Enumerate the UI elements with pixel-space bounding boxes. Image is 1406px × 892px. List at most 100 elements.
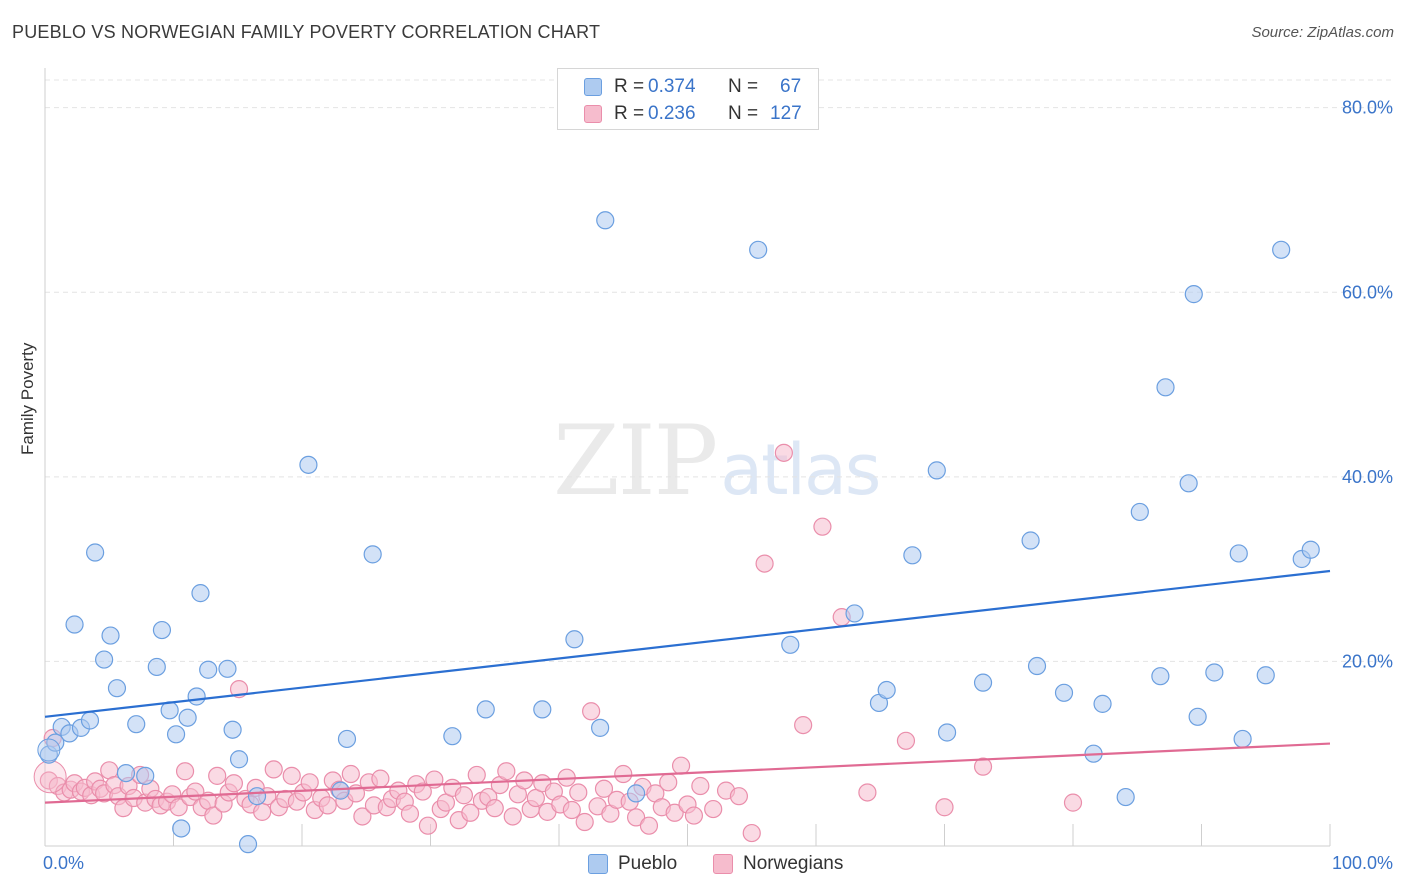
pueblo-point (1229, 544, 1248, 563)
pueblo-point (1130, 502, 1149, 522)
pueblo-point (973, 673, 993, 692)
norwegians-point (224, 774, 243, 793)
pueblo-point (147, 657, 166, 677)
norwegians-point (626, 808, 646, 827)
pueblo-point (218, 659, 237, 678)
pueblo-point (1021, 531, 1040, 550)
norwegians-point (264, 760, 283, 779)
norwegians-cluster-point (33, 760, 67, 794)
pueblo-point (533, 700, 552, 719)
x-tick-label: 100.0% (1332, 853, 1393, 873)
norwegians-point (973, 757, 993, 776)
y-tick-label: 60.0% (1342, 282, 1393, 302)
pueblo-point (781, 635, 800, 654)
bottom-legend-norwegians: Norwegians (713, 852, 843, 876)
pueblo-point (476, 700, 495, 719)
correlation-legend: R = 0.374 N = 67 R = 0.236 N = 127 (557, 68, 819, 130)
pueblo-point (229, 750, 249, 769)
pueblo-point (1301, 540, 1320, 559)
norwegians-point (858, 783, 877, 802)
norwegians-point (467, 765, 486, 785)
pueblo-point (191, 584, 210, 603)
pueblo-point (903, 546, 922, 565)
x-tick-label: 0.0% (43, 853, 84, 873)
norwegians-point (562, 800, 581, 820)
pueblo-point (1027, 656, 1047, 676)
norwegians-trend-line (44, 742, 1331, 804)
pueblo-point (95, 650, 114, 669)
legend-n-value: 67 (780, 76, 802, 97)
norwegians-point (659, 773, 678, 792)
pueblo-point (626, 784, 646, 803)
pueblo-point (1151, 667, 1170, 686)
pueblo-trend-line (44, 569, 1331, 718)
legend-r-value: 0.236 (648, 103, 696, 124)
pueblo-point (107, 679, 127, 698)
pueblo-point (1093, 694, 1112, 713)
pueblo-point (166, 725, 186, 744)
norwegians-point (318, 796, 337, 815)
pueblo-point (337, 729, 357, 749)
pueblo-point (101, 626, 120, 645)
norwegians-point (569, 783, 588, 802)
y-tick-label: 20.0% (1342, 651, 1393, 671)
chart-title: PUEBLO VS NORWEGIAN FAMILY POVERTY CORRE… (12, 22, 601, 42)
pueblo-point (187, 687, 206, 706)
norwegians-point (169, 798, 188, 817)
pueblo-point (845, 604, 864, 623)
grid-lines (45, 79, 1392, 662)
norwegians-point (742, 823, 761, 843)
pueblo-point (363, 545, 382, 564)
legend-r-value: 0.374 (648, 76, 696, 97)
norwegians-point (684, 806, 704, 825)
pueblo-point (1116, 787, 1135, 807)
norwegians-point (935, 798, 954, 817)
pueblo-swatch (584, 78, 602, 96)
norwegians-point (1063, 793, 1083, 812)
norwegians-point (353, 807, 372, 826)
norwegians-point (208, 766, 227, 785)
norwegians-point (671, 756, 691, 775)
trend-lines (44, 569, 1331, 804)
norwegians-point (594, 779, 614, 798)
norwegians-point (400, 804, 420, 823)
norwegians-point (454, 786, 474, 805)
watermark-zip: ZIP (553, 405, 718, 517)
pueblo-point (596, 211, 615, 230)
norwegians-point (371, 769, 390, 788)
pueblo-point (591, 718, 610, 737)
norwegians-point (418, 816, 438, 835)
pueblo-point (749, 240, 768, 259)
norwegians-swatch (584, 105, 602, 123)
pueblo-legend-label: Pueblo (618, 853, 678, 874)
norwegians-legend-swatch (713, 854, 733, 874)
pueblo-point (1179, 474, 1198, 493)
pueblo-point (443, 727, 462, 746)
norwegians-point (582, 702, 601, 721)
legend-row-pueblo: R = 0.374 N = 67 (584, 75, 801, 99)
pueblo-point (1205, 663, 1224, 682)
pueblo-point (1184, 285, 1203, 304)
norwegians-point (813, 517, 832, 536)
pueblo-point (86, 543, 105, 562)
pueblo-point (1272, 240, 1291, 259)
norwegians-legend-label: Norwegians (743, 853, 844, 874)
pueblo-point (238, 835, 258, 854)
norwegians-points (33, 443, 1083, 843)
norwegians-point (639, 816, 659, 835)
pueblo-point (65, 615, 84, 634)
norwegians-point (497, 762, 516, 781)
norwegians-point (341, 764, 360, 784)
norwegians-point (253, 802, 272, 821)
legend-n-value: 127 (770, 103, 802, 124)
watermark-atlas: atlas (720, 429, 881, 511)
legend-row-norwegians: R = 0.236 N = 127 (584, 102, 802, 126)
pueblo-point (565, 630, 584, 649)
pueblo-point (116, 763, 136, 783)
pueblo-cluster-point (37, 738, 61, 762)
pueblo-point (223, 720, 242, 739)
pueblo-point (1256, 666, 1275, 685)
norwegians-point (282, 766, 301, 785)
norwegians-point (755, 554, 774, 573)
